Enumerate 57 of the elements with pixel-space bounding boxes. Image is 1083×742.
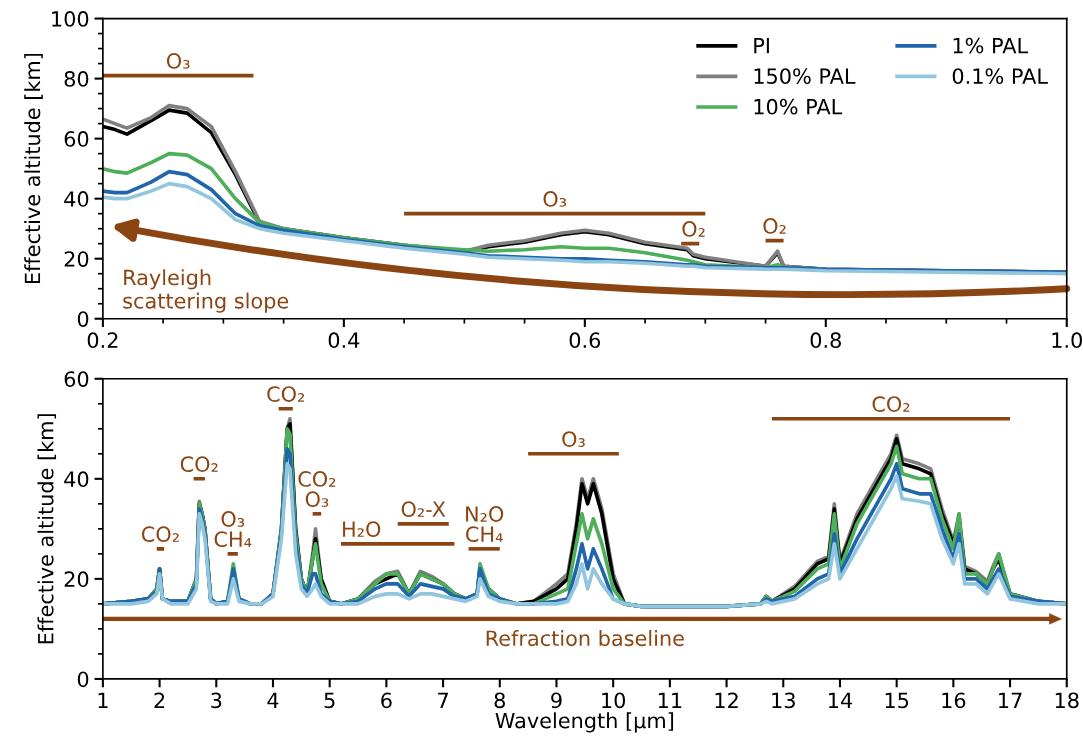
series-label: H₂O — [343, 521, 381, 538]
x-tick-label: 17 — [999, 692, 1022, 708]
legend-label: 10% PAL — [754, 98, 843, 115]
series-label: O₃ CH₄ — [214, 511, 252, 548]
x-tick-label: 0.4 — [328, 332, 360, 349]
series-label: O₃ — [543, 191, 567, 207]
annotation: Rayleigh scattering slope — [123, 269, 289, 313]
x-tick-label: 10 — [602, 692, 626, 709]
x-tick-label: 0.8 — [810, 332, 841, 349]
y-tick-label: 100 — [52, 11, 89, 27]
y-tick-label: 20 — [64, 251, 89, 267]
y-tick-label: 20 — [64, 571, 89, 588]
x-tick-label: 1.0 — [1052, 332, 1082, 349]
series-label: CO₂ — [872, 396, 910, 412]
y-tick-label: 0 — [77, 671, 89, 688]
legend-label: 150% PAL — [754, 68, 856, 85]
series-label: O₃ — [562, 431, 585, 447]
x-tick-label: 9 — [551, 692, 562, 709]
series-label: CO₂ — [267, 386, 305, 402]
y-tick-label: 80 — [64, 71, 89, 87]
x-tick-label: 11 — [658, 692, 682, 708]
x-tick-label: 8 — [494, 692, 505, 709]
x-tick-label: 5 — [324, 692, 335, 709]
x-tick-label: 0.6 — [569, 332, 601, 349]
y-axis-title: Effective altitude [km] — [37, 414, 57, 644]
legend-label: 1% PAL — [953, 37, 1029, 54]
legend-label: PI — [754, 37, 769, 54]
x-tick-label: 15 — [885, 692, 909, 709]
legend-label: 0.1% PAL — [952, 68, 1048, 85]
y-tick-label: 40 — [64, 191, 89, 207]
x-tick-label: 16 — [942, 692, 966, 709]
x-tick-label: 7 — [438, 692, 448, 708]
series-label: O₂ — [682, 221, 705, 237]
x-tick-label: 6 — [381, 692, 392, 709]
x-tick-label: 3 — [211, 692, 222, 709]
ref-line-label: Refraction baseline — [486, 630, 684, 647]
x-tick-label: 2 — [154, 692, 165, 708]
x-tick-label: 18 — [1055, 692, 1079, 709]
x-tick-label: 1 — [98, 692, 108, 708]
series-label: O₂-X — [401, 501, 446, 518]
x-axis-title: Wavelength [μm] — [495, 712, 674, 733]
series-label: O₃ — [166, 53, 190, 69]
x-tick-label: 13 — [772, 692, 795, 709]
y-tick-label: 40 — [64, 471, 89, 488]
series-label: CO₂ O₃ — [298, 471, 336, 508]
series-label: O₂ — [763, 218, 786, 234]
series-label: CO₂ — [180, 456, 218, 472]
y-tick-label: 60 — [64, 131, 89, 147]
x-tick-label: 12 — [715, 692, 738, 708]
y-tick-label: 60 — [64, 371, 89, 387]
y-tick-label: 0 — [77, 311, 89, 327]
x-tick-label: 0.2 — [87, 332, 118, 349]
series-label: CO₂ — [141, 526, 179, 543]
y-axis-title: Effective altitude [km] — [24, 53, 43, 284]
x-tick-label: 14 — [829, 692, 853, 708]
series-label: N₂O CH₄ — [466, 506, 504, 543]
x-tick-label: 4 — [267, 692, 279, 708]
